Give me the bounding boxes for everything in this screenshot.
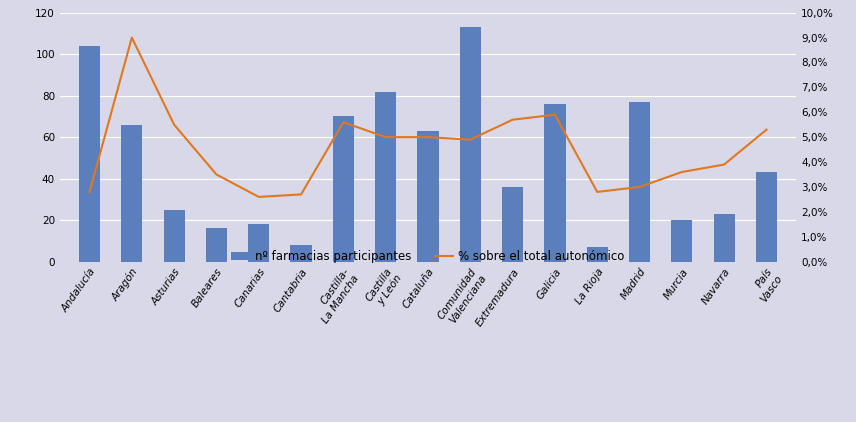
Bar (333, 116, 354, 262)
% sobre el total autonómico (296, 192, 306, 197)
% sobre el total autonómico (85, 189, 95, 195)
% sobre el total autonómico (211, 172, 222, 177)
Bar (206, 228, 227, 262)
% sobre el total autonómico (719, 162, 729, 167)
Bar (418, 131, 438, 262)
Bar (544, 104, 566, 262)
% sobre el total autonómico (127, 35, 137, 40)
Bar (375, 92, 396, 262)
% sobre el total autonómico (592, 189, 603, 195)
Bar (460, 27, 481, 262)
% sobre el total autonómico (508, 117, 518, 122)
% sobre el total autonómico (677, 170, 687, 175)
% sobre el total autonómico (465, 137, 475, 142)
Bar (671, 220, 693, 262)
Bar (290, 245, 312, 262)
% sobre el total autonómico (338, 120, 348, 125)
Bar (756, 173, 777, 262)
% sobre el total autonómico (169, 122, 179, 127)
Bar (714, 214, 734, 262)
Bar (629, 102, 650, 262)
% sobre el total autonómico (423, 135, 433, 140)
Legend: nº farmacias participantes, % sobre el total autonómico: nº farmacias participantes, % sobre el t… (227, 246, 629, 268)
Line: % sobre el total autonómico: % sobre el total autonómico (90, 38, 766, 197)
Bar (163, 210, 185, 262)
Bar (248, 225, 270, 262)
Bar (502, 187, 523, 262)
% sobre el total autonómico (253, 195, 264, 200)
% sobre el total autonómico (634, 184, 645, 189)
Bar (586, 247, 608, 262)
% sobre el total autonómico (550, 112, 560, 117)
Bar (122, 125, 142, 262)
Bar (79, 46, 100, 262)
% sobre el total autonómico (761, 127, 771, 132)
% sobre el total autonómico (381, 135, 391, 140)
